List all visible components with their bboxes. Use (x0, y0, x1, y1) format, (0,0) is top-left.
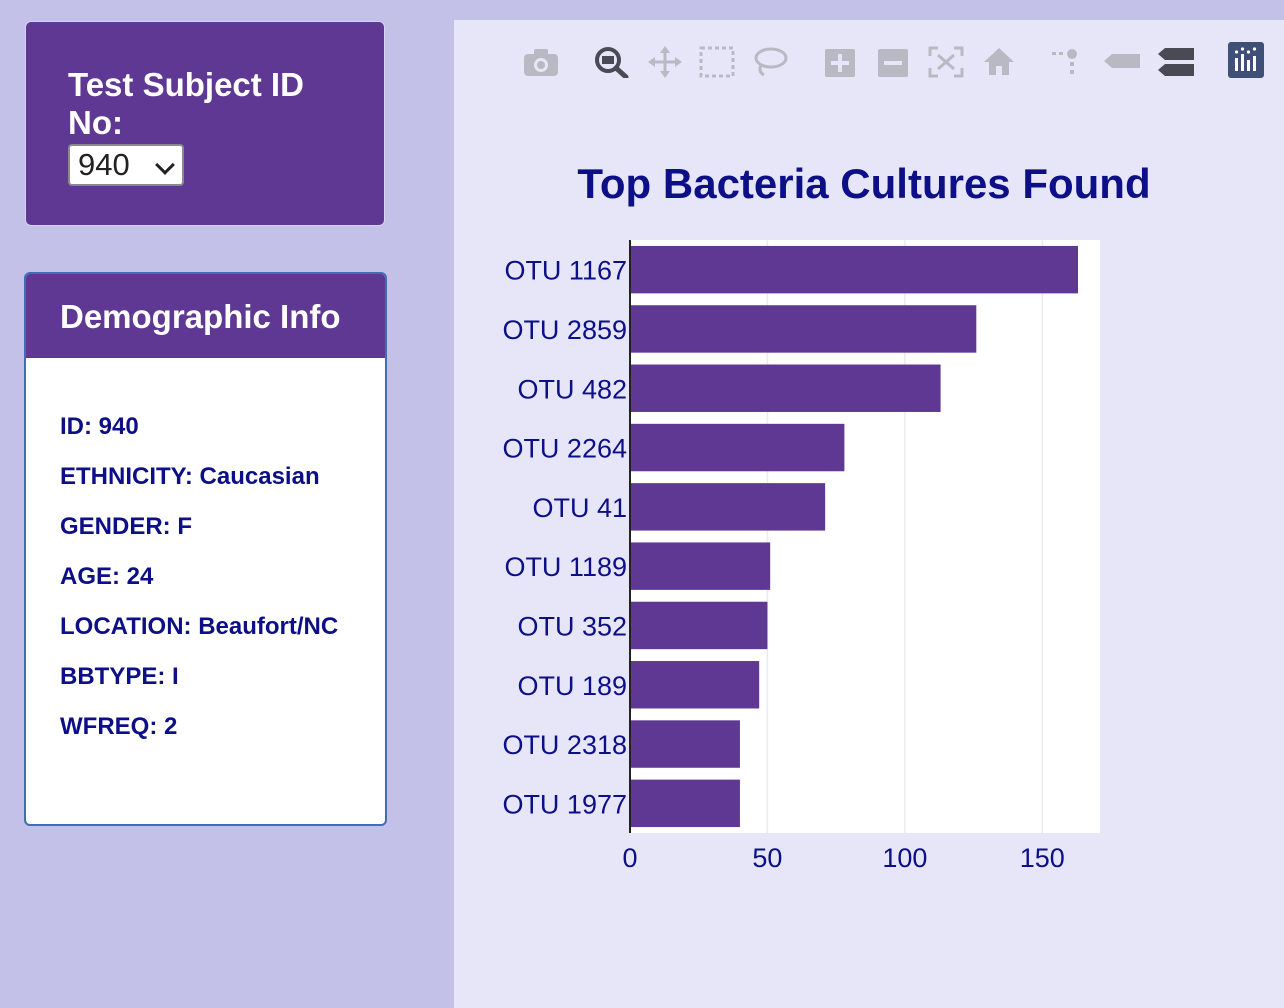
hover-closest-icon[interactable] (1102, 46, 1142, 78)
box-select-icon[interactable] (699, 46, 735, 78)
plotly-logo-icon[interactable] (1228, 42, 1264, 78)
selected-subject-id: 940 (78, 147, 130, 182)
bars-group (630, 245, 1079, 828)
y-tick-labels: OTU 1167 OTU 2859 OTU 482 OTU 2264 OTU 41 OTU… (502, 256, 627, 820)
y-tick-label: OTU 2318 (502, 730, 627, 760)
bar[interactable] (630, 483, 826, 531)
y-tick-label: OTU 352 (517, 611, 627, 641)
autoscale-icon[interactable] (928, 46, 964, 78)
chart-area: Top Bacteria Cultures Found OTU 1167 OTU … (454, 20, 1284, 1008)
zoom-icon[interactable] (592, 46, 630, 78)
selector-label: Test Subject ID No: (68, 66, 304, 141)
demo-ethnicity: ETHNICITY: Caucasian (60, 463, 320, 490)
y-tick-label: OTU 2264 (502, 434, 627, 464)
bar-chart: Top Bacteria Cultures Found OTU 1167OTU … (502, 160, 1150, 873)
zoom-out-icon[interactable] (877, 46, 909, 78)
spike-lines-icon[interactable] (1050, 46, 1080, 78)
bar[interactable] (630, 601, 768, 650)
demo-gender: GENDER: F (60, 513, 192, 540)
y-tick-label: OTU 1977 (502, 789, 627, 819)
bar[interactable] (630, 779, 740, 828)
pan-icon[interactable] (648, 46, 682, 78)
y-tick-label: OTU 41 (532, 493, 627, 523)
x-tick-label: 100 (882, 843, 927, 873)
demo-location: LOCATION: Beaufort/NC (60, 613, 339, 640)
y-tick-label: OTU 189 (517, 671, 627, 701)
camera-icon[interactable] (522, 46, 560, 78)
chart-title: Top Bacteria Cultures Found (577, 160, 1150, 207)
subject-id-select[interactable]: 940 (68, 144, 184, 186)
bar[interactable] (630, 305, 977, 353)
bar[interactable] (630, 245, 1079, 294)
demo-bbtype: BBTYPE: I (60, 663, 179, 690)
x-tick-label: 0 (622, 843, 637, 873)
bar[interactable] (630, 542, 771, 590)
bar[interactable] (630, 423, 845, 472)
reset-axes-icon[interactable] (982, 46, 1016, 78)
x-tick-label: 150 (1020, 843, 1065, 873)
demo-age: AGE: 24 (60, 563, 154, 590)
y-tick-label: OTU 1167 (504, 256, 627, 286)
x-tick-labels: 0 50 100 150 (622, 843, 1064, 873)
bar[interactable] (630, 364, 941, 412)
zoom-in-icon[interactable] (824, 46, 856, 78)
subject-selector-panel: Test Subject ID No: 940 (25, 21, 385, 226)
y-tick-label: OTU 2859 (502, 315, 627, 345)
demographic-info-panel: Demographic Info ID: 940 ETHNICITY: Cauc… (24, 272, 387, 826)
bar[interactable] (630, 661, 760, 709)
y-tick-label: OTU 482 (517, 374, 627, 404)
chevron-down-icon (155, 155, 175, 175)
demographic-list: ID: 940 ETHNICITY: Caucasian GENDER: F A… (26, 358, 385, 741)
plot-modebar (454, 20, 1284, 80)
demographic-info-title: Demographic Info (26, 274, 385, 358)
hover-compare-icon[interactable] (1158, 46, 1194, 78)
x-tick-label: 50 (752, 843, 782, 873)
y-tick-label: OTU 1189 (504, 552, 627, 582)
bar[interactable] (630, 720, 740, 768)
lasso-select-icon[interactable] (752, 46, 788, 78)
demo-wfreq: WFREQ: 2 (60, 713, 178, 740)
demo-id: ID: 940 (60, 413, 139, 440)
